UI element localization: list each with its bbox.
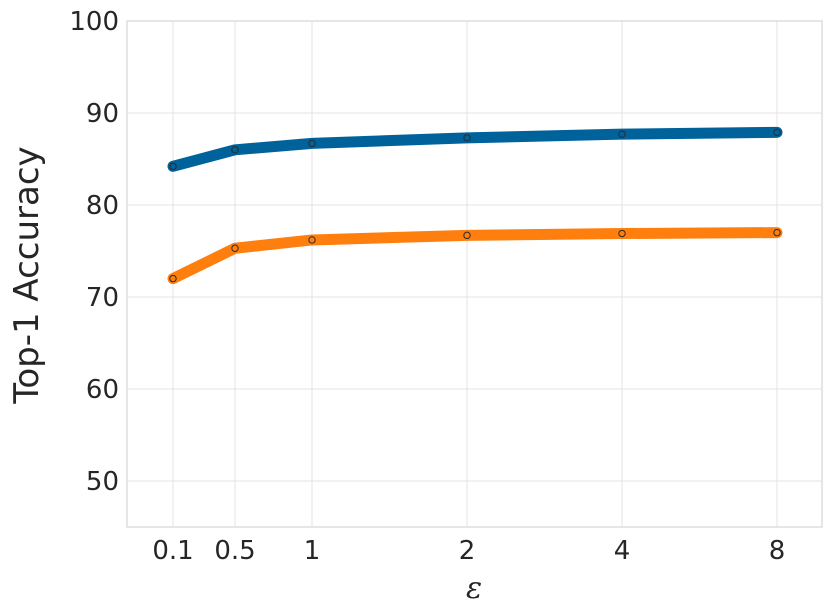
x-tick-label: 2 <box>459 536 476 566</box>
y-axis-label: Top-1 Accuracy <box>7 146 47 404</box>
y-tick-label: 100 <box>69 7 119 37</box>
x-axis-label: ε <box>466 571 482 606</box>
y-tick-label: 70 <box>86 283 119 313</box>
data-point <box>169 274 177 283</box>
x-tick-label: 0.5 <box>214 536 255 566</box>
y-tick-label: 80 <box>86 191 119 221</box>
y-tick-labels: 50 60 70 80 90 100 <box>69 7 119 497</box>
data-point <box>773 228 781 237</box>
y-tick-label: 50 <box>86 467 119 497</box>
series-layer <box>167 126 783 285</box>
x-tick-labels: 0.1 0.5 1 2 4 8 <box>152 536 785 566</box>
x-tick-label: 1 <box>304 536 321 566</box>
grid-lines <box>127 20 822 527</box>
data-point <box>463 231 471 240</box>
x-tick-label: 8 <box>769 536 786 566</box>
data-point <box>773 128 781 137</box>
series-line-1 <box>167 126 783 172</box>
x-tick-label: 0.1 <box>152 536 193 566</box>
data-point <box>308 139 316 148</box>
data-point <box>618 229 626 238</box>
y-tick-label: 90 <box>86 99 119 129</box>
y-tick-label: 60 <box>86 375 119 405</box>
data-point <box>231 244 239 252</box>
plot-frame <box>126 20 823 528</box>
x-tick-label: 4 <box>614 536 631 566</box>
data-point <box>308 236 316 244</box>
series-line-2 <box>167 227 783 285</box>
data-point <box>169 162 177 171</box>
data-point <box>231 146 239 154</box>
data-point <box>618 130 626 138</box>
data-point <box>463 134 471 142</box>
